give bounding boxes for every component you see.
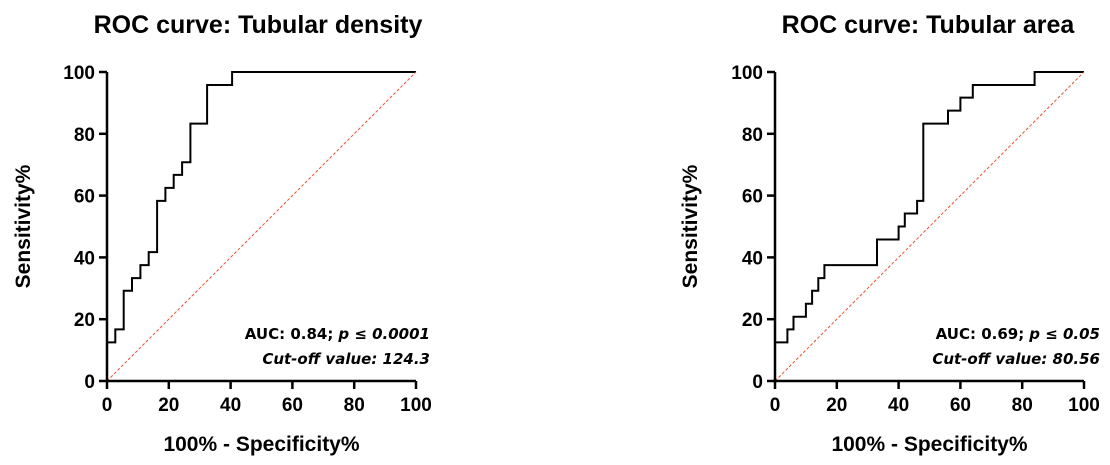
x-tick-label: 20	[826, 395, 847, 416]
y-tick-label: 40	[74, 248, 95, 269]
y-tick-label: 100	[63, 63, 95, 84]
auc-value: AUC: 0.84;	[245, 325, 334, 343]
roc-chart-svg: ROC curve: Tubular area 0 20 40 60 80 100 0 20 40…	[679, 11, 1100, 456]
p-value: p ≤ 0.0001	[337, 325, 430, 343]
cutoff-annotation: Cut-off value: 124.3	[262, 350, 430, 368]
roc-chart-svg: ROC curve: Tubular density 0 20 40 60 80 100 0 2…	[12, 11, 432, 456]
reference-line	[774, 71, 1085, 382]
roc-chart-tubular-area: ROC curve: Tubular area 0 20 40 60 80 100 0 20 40…	[555, 0, 1110, 465]
x-tick-label: 20	[158, 395, 179, 416]
y-tick-label: 100	[731, 63, 763, 84]
y-tick-label: 80	[742, 125, 763, 146]
y-tick-label: 60	[74, 187, 95, 208]
x-tick-label: 60	[950, 395, 971, 416]
x-tick-label: 0	[102, 395, 113, 416]
y-axis-label: Sensitivity%	[12, 164, 35, 288]
x-tick-label: 100	[1068, 395, 1100, 416]
y-tick-label: 20	[742, 310, 763, 331]
y-tick-label: 80	[74, 125, 95, 146]
y-tick-label: 20	[74, 310, 95, 331]
x-tick-label: 60	[282, 395, 303, 416]
chart-title: ROC curve: Tubular density	[94, 11, 423, 39]
chart-title: ROC curve: Tubular area	[782, 11, 1076, 39]
y-tick-label: 0	[84, 372, 95, 393]
x-axis-label: 100% - Specificity%	[163, 433, 359, 456]
x-tick-label: 40	[888, 395, 909, 416]
reference-line	[106, 71, 417, 382]
x-axis-label: 100% - Specificity%	[831, 433, 1027, 456]
roc-chart-tubular-density: ROC curve: Tubular density 0 20 40 60 80 100 0 2…	[12, 11, 432, 456]
p-value: p ≤ 0.05	[1028, 325, 1100, 343]
y-tick-label: 0	[752, 372, 763, 393]
x-tick-label: 0	[770, 395, 781, 416]
auc-annotation: AUC: 0.84; p ≤ 0.0001	[245, 325, 430, 343]
x-tick-label: 80	[344, 395, 365, 416]
y-tick-label: 60	[742, 187, 763, 208]
y-axis-label: Sensitivity%	[679, 164, 702, 288]
roc-curve	[774, 71, 1084, 381]
x-tick-label: 100	[400, 395, 432, 416]
x-tick-label: 40	[220, 395, 241, 416]
auc-annotation: AUC: 0.69; p ≤ 0.05	[936, 325, 1100, 343]
y-tick-label: 40	[742, 248, 763, 269]
auc-value: AUC: 0.69;	[936, 325, 1025, 343]
x-tick-label: 80	[1012, 395, 1033, 416]
roc-curve	[106, 71, 416, 381]
cutoff-annotation: Cut-off value: 80.56	[932, 350, 1100, 368]
